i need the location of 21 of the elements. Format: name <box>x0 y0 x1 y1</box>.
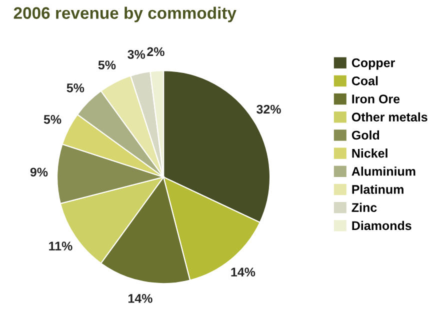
legend-label: Diamonds <box>352 220 412 230</box>
legend-label: Copper <box>352 58 395 70</box>
data-label: 3% <box>128 50 146 59</box>
data-label: 2% <box>147 47 164 56</box>
data-label: 5% <box>98 60 116 70</box>
legend-label: Nickel <box>352 148 388 158</box>
data-label: 9% <box>30 168 48 177</box>
data-label: 5% <box>66 84 84 92</box>
data-label: 5% <box>44 115 62 124</box>
legend-label: Gold <box>352 130 380 140</box>
legend-label: Zinc <box>352 202 377 212</box>
legend-label: Coal <box>352 76 378 86</box>
data-label: 14% <box>231 268 256 276</box>
legend-label: Aluminium <box>352 166 416 176</box>
data-label: 32% <box>256 104 281 114</box>
legend-label: Iron Ore <box>352 94 400 104</box>
data-label: 14% <box>128 294 152 303</box>
legend-label: Other metals <box>352 112 428 122</box>
data-label: 11% <box>49 242 72 250</box>
legend-label: Platinum <box>352 184 404 194</box>
chart-title: 2006 revenue by commodity <box>14 6 236 22</box>
